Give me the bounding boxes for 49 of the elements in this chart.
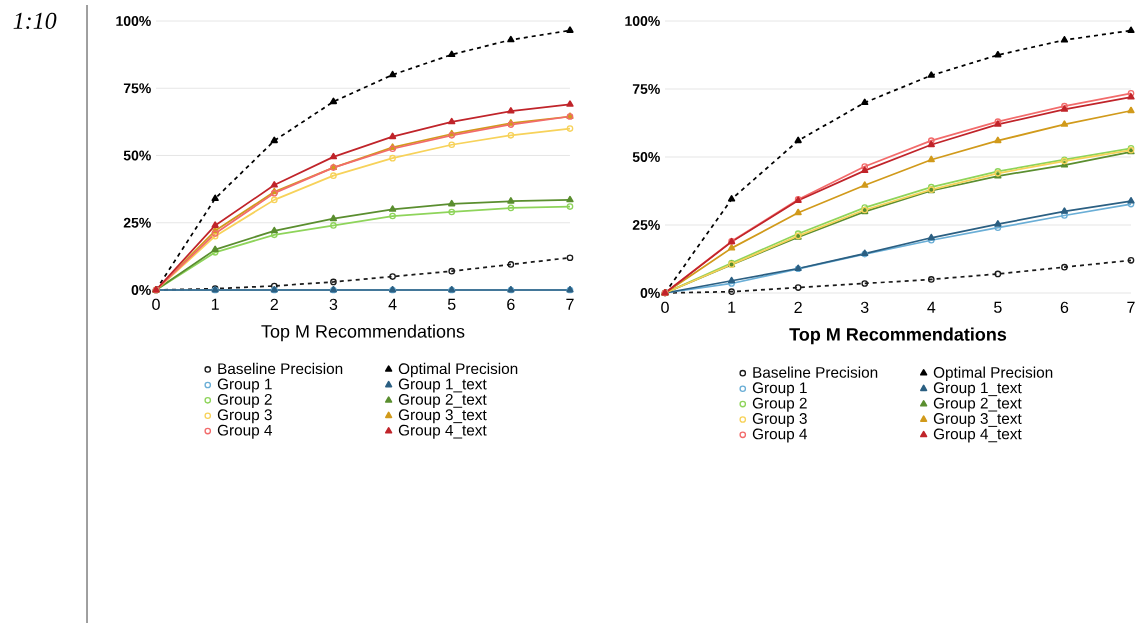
x-tick-label: 2 (270, 298, 278, 310)
x-tick-label: 0 (661, 301, 669, 314)
y-tick-label: 0% (131, 285, 151, 295)
legend-label: Group 2_text (398, 394, 487, 408)
legend-label: Baseline Precision (753, 366, 878, 378)
legend-label: Group 4_text (933, 428, 1022, 443)
y-tick-label: 75% (123, 83, 151, 94)
legend-label: Group 3 (752, 413, 807, 427)
y-tick-label: 0% (640, 288, 660, 298)
x-tick-label: 6 (507, 298, 515, 311)
y-tick-label: 100% (116, 16, 151, 26)
x-tick-label: 1 (211, 298, 219, 310)
text: 1:10 (13, 12, 57, 29)
x-axis-title: Top M Recommendations (789, 327, 1007, 345)
x-tick-label: 0 (152, 298, 160, 311)
x-tick-label: 1 (728, 301, 736, 313)
legend-label: Group 4 (217, 424, 273, 439)
y-tick-label: 25% (123, 217, 151, 228)
legend-label: Group 3_text (933, 413, 1022, 427)
x-axis-title: Top M Recommendations (261, 324, 465, 342)
legend-label: Baseline Precision (218, 362, 343, 375)
legend-label: Optimal Precision (398, 362, 518, 378)
y-tick-label: 25% (632, 220, 660, 230)
legend-label: Group 2_text (933, 397, 1022, 412)
legend-label: Group 1_text (398, 378, 487, 393)
x-tick-label: 5 (994, 301, 1002, 313)
y-tick-label: 50% (123, 150, 151, 161)
x-tick-label: 3 (860, 301, 869, 314)
y-tick-label: 100% (625, 16, 660, 26)
legend-label: Group 1 (752, 382, 807, 397)
legend-label: Group 4_text (398, 424, 487, 439)
x-tick-label: 5 (447, 298, 456, 310)
legend-label: Group 2 (752, 397, 807, 412)
x-tick-label: 3 (329, 298, 338, 311)
legend-label: Group 1 (217, 378, 272, 393)
legend-label: Group 3_text (398, 409, 487, 424)
x-tick-label: 2 (794, 301, 802, 313)
x-tick-label: 7 (566, 298, 574, 310)
legend-label: Group 1_text (933, 382, 1022, 397)
x-tick-label: 6 (1060, 301, 1069, 314)
y-tick-label: 50% (632, 152, 660, 162)
legend-label: Group 4 (752, 428, 808, 443)
x-tick-label: 7 (1127, 301, 1135, 313)
x-tick-label: 4 (927, 301, 936, 313)
x-tick-label: 4 (388, 298, 397, 310)
legend-label: Optimal Precision (933, 366, 1053, 381)
legend-label: Group 2 (217, 394, 272, 408)
legend-label: Group 3 (217, 409, 272, 424)
y-tick-label: 75% (632, 84, 660, 94)
